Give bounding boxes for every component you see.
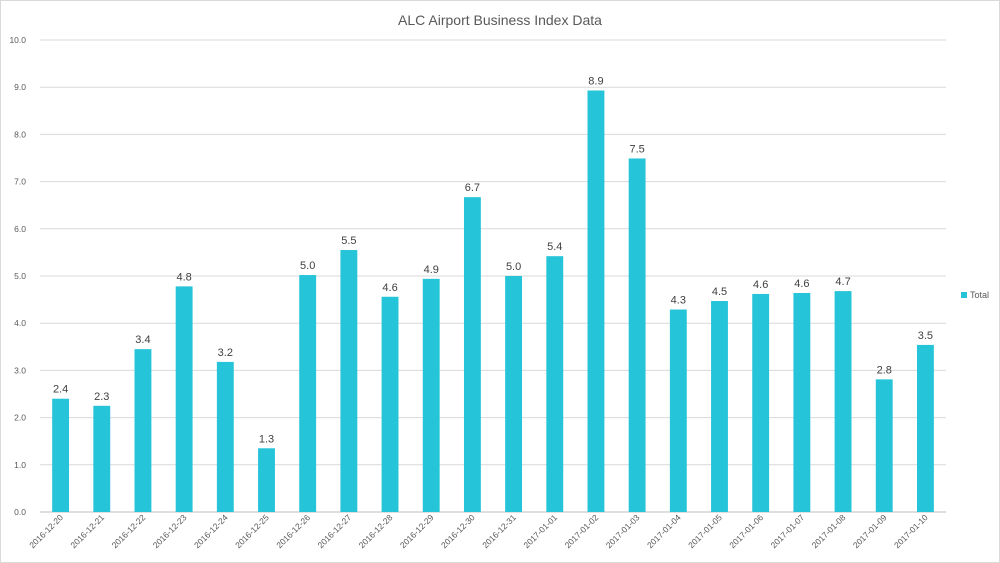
- bar: [175, 286, 193, 512]
- data-label: 6.7: [465, 182, 480, 194]
- bar: [381, 296, 399, 512]
- x-tick-label: 2016-12-27: [315, 512, 353, 550]
- y-axis-ticks: 0.0 1.0 2.0 3.0 4.0 5.0 6.0 7.0 8.0 9.0 10.0: [9, 35, 26, 517]
- x-tick-label: 2017-01-08: [810, 512, 848, 550]
- y-tick-label: 10.0: [9, 35, 26, 45]
- y-tick-label: 8.0: [14, 129, 26, 139]
- y-tick-label: 3.0: [14, 365, 26, 375]
- legend-label-total: Total: [970, 290, 989, 300]
- data-label: 2.4: [53, 384, 68, 396]
- bar: [93, 405, 111, 512]
- y-tick-label: 7.0: [14, 177, 26, 187]
- data-label: 4.6: [753, 279, 768, 291]
- data-label: 5.0: [300, 260, 315, 272]
- bar: [463, 197, 481, 512]
- x-tick-label: 2017-01-02: [563, 512, 601, 550]
- x-tick-label: 2017-01-03: [604, 512, 642, 550]
- x-tick-label: 2017-01-06: [727, 512, 765, 550]
- data-label: 5.5: [341, 235, 356, 247]
- data-label: 5.0: [506, 261, 521, 273]
- x-axis-ticks: 2016-12-20 2016-12-21 2016-12-22 2016-12-23…: [27, 512, 930, 550]
- legend-swatch-total: [961, 292, 967, 298]
- bar: [134, 349, 152, 512]
- x-tick-label: 2016-12-20: [27, 512, 65, 550]
- data-label: 3.2: [218, 347, 233, 359]
- data-label: 4.6: [794, 278, 809, 290]
- x-tick-label: 2016-12-23: [151, 512, 189, 550]
- bar: [669, 309, 687, 512]
- data-label: 4.3: [671, 295, 686, 307]
- x-tick-label: 2017-01-07: [768, 512, 806, 550]
- y-tick-label: 1.0: [14, 460, 26, 470]
- data-label: 4.7: [835, 276, 850, 288]
- y-tick-label: 5.0: [14, 271, 26, 281]
- y-tick-label: 0.0: [14, 507, 26, 517]
- data-label: 4.6: [382, 282, 397, 294]
- y-tick-label: 6.0: [14, 224, 26, 234]
- x-tick-label: 2016-12-22: [110, 512, 148, 550]
- data-label: 1.3: [259, 433, 274, 445]
- data-label: 4.5: [712, 286, 727, 298]
- data-labels: 2.4 2.3 3.4 4.8 3.2 1.3 5.0 5.5 4.6 4.9 6.7 5.0 5.4 8…: [53, 76, 933, 446]
- x-tick-label: 2017-01-01: [521, 512, 559, 550]
- bar: [875, 379, 893, 512]
- bar: [752, 293, 770, 512]
- x-tick-label: 2016-12-28: [357, 512, 395, 550]
- bar: [711, 301, 728, 512]
- y-tick-label: 9.0: [14, 82, 26, 92]
- x-tick-label: 2016-12-30: [439, 512, 477, 550]
- x-tick-label: 2017-01-09: [851, 512, 889, 550]
- x-tick-label: 2017-01-10: [892, 512, 930, 550]
- y-tick-label: 4.0: [14, 318, 26, 328]
- data-label: 3.4: [135, 334, 150, 346]
- data-label: 5.4: [547, 241, 562, 253]
- x-tick-label: 2017-01-05: [686, 512, 724, 550]
- bar: [216, 361, 234, 512]
- bar: [793, 292, 811, 512]
- bar: [546, 256, 564, 512]
- bar: [258, 448, 275, 512]
- bar: [916, 344, 934, 512]
- bar: [505, 276, 523, 512]
- x-tick-label: 2016-12-31: [480, 512, 518, 550]
- bar: [52, 398, 70, 512]
- data-label: 7.5: [629, 143, 644, 155]
- x-tick-label: 2016-12-24: [192, 512, 230, 550]
- bar: [587, 90, 605, 512]
- bar: [299, 275, 317, 512]
- x-tick-label: 2017-01-04: [645, 512, 683, 550]
- x-tick-label: 2016-12-25: [233, 512, 271, 550]
- bar: [834, 291, 852, 512]
- x-tick-label: 2016-12-26: [274, 512, 312, 550]
- y-tick-label: 2.0: [14, 413, 26, 423]
- x-tick-label: 2016-12-21: [68, 512, 106, 550]
- data-label: 2.8: [877, 364, 892, 376]
- bar: [340, 250, 358, 513]
- data-label: 2.3: [94, 391, 109, 403]
- chart-title: ALC Airport Business Index Data: [398, 12, 602, 28]
- bar: [422, 278, 440, 512]
- data-label: 3.5: [918, 330, 933, 342]
- bars: [52, 90, 934, 513]
- x-tick-label: 2016-12-29: [398, 512, 436, 550]
- bar: [628, 158, 646, 513]
- data-label: 8.9: [588, 76, 603, 88]
- legend: Total: [961, 290, 989, 300]
- data-label: 4.9: [424, 264, 439, 276]
- data-label: 4.8: [176, 271, 191, 283]
